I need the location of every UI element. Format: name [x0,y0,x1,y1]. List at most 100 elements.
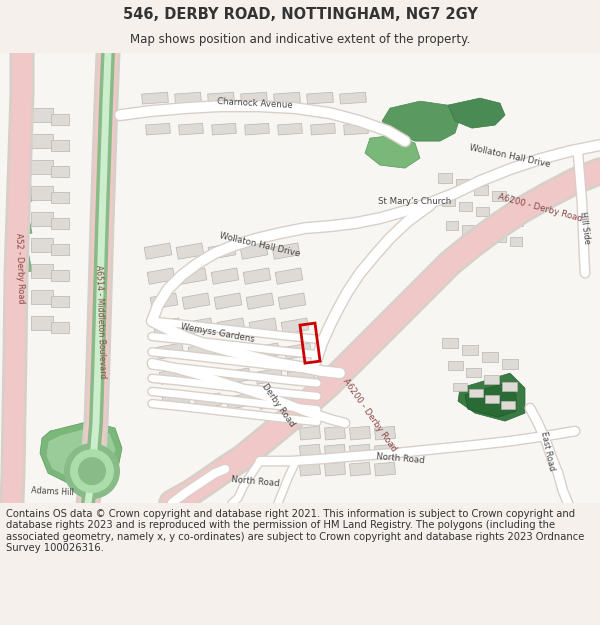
Polygon shape [278,293,306,309]
Polygon shape [31,160,53,174]
Polygon shape [493,212,505,221]
Polygon shape [350,426,370,440]
Polygon shape [246,293,274,309]
Polygon shape [258,393,286,409]
Polygon shape [179,268,207,284]
Polygon shape [284,343,312,359]
Polygon shape [208,243,236,259]
Polygon shape [51,139,69,151]
Polygon shape [462,224,474,234]
Polygon shape [485,395,499,403]
Polygon shape [150,293,178,309]
Polygon shape [144,243,172,259]
Polygon shape [31,186,53,200]
Polygon shape [274,92,301,104]
Polygon shape [492,191,506,201]
Polygon shape [272,243,300,259]
Polygon shape [188,343,216,359]
Polygon shape [469,389,483,397]
Polygon shape [501,401,515,409]
Text: Adams Hill: Adams Hill [31,486,74,497]
Polygon shape [223,368,251,384]
Polygon shape [456,179,470,189]
Polygon shape [31,264,53,278]
Text: A6514 - Middleton Boulevard: A6514 - Middleton Boulevard [94,264,106,378]
Polygon shape [502,359,518,369]
Polygon shape [51,192,69,202]
Polygon shape [153,318,181,334]
Polygon shape [220,343,248,359]
Polygon shape [214,293,242,309]
Polygon shape [278,123,302,135]
Polygon shape [51,166,69,177]
Polygon shape [509,217,523,226]
Polygon shape [162,393,190,409]
Text: A6200 - Derby Road: A6200 - Derby Road [341,377,398,453]
Polygon shape [243,268,271,284]
Polygon shape [51,244,69,254]
Polygon shape [182,293,210,309]
Polygon shape [448,361,463,369]
Polygon shape [211,268,239,284]
Polygon shape [31,212,53,226]
Polygon shape [241,92,268,104]
Polygon shape [290,393,318,409]
Polygon shape [142,92,169,104]
Polygon shape [325,444,346,458]
Polygon shape [494,232,506,242]
Polygon shape [51,217,69,229]
Polygon shape [299,462,320,476]
Polygon shape [442,197,455,206]
Polygon shape [453,383,467,391]
Polygon shape [31,108,53,122]
Polygon shape [344,123,368,135]
Polygon shape [510,197,524,207]
Polygon shape [458,373,525,421]
Polygon shape [484,374,499,384]
Polygon shape [146,123,170,135]
Polygon shape [8,181,32,203]
Polygon shape [226,393,254,409]
Text: St Mary's Church: St Mary's Church [379,197,452,206]
Polygon shape [325,462,346,476]
Polygon shape [0,53,600,503]
Polygon shape [8,213,32,235]
Text: Map shows position and indicative extent of the property.: Map shows position and indicative extent… [130,33,470,46]
Polygon shape [212,123,236,135]
Polygon shape [307,92,334,104]
Polygon shape [255,368,283,384]
Polygon shape [217,318,245,334]
Polygon shape [179,123,203,135]
Polygon shape [31,316,53,330]
Circle shape [70,449,114,493]
Polygon shape [466,368,481,377]
Text: Wollaton Hall Drive: Wollaton Hall Drive [469,143,551,169]
Polygon shape [245,123,269,135]
Polygon shape [350,462,370,476]
Polygon shape [446,221,458,229]
Polygon shape [159,368,187,384]
Polygon shape [51,296,69,307]
Polygon shape [502,382,517,391]
Polygon shape [474,185,488,195]
Text: Wemyss Gardens: Wemyss Gardens [181,322,256,344]
Polygon shape [458,202,472,211]
Polygon shape [462,345,478,355]
Polygon shape [31,238,53,252]
Polygon shape [40,421,122,485]
Text: North Road: North Road [376,451,425,465]
Polygon shape [191,368,219,384]
Text: Derby Road: Derby Road [260,382,296,428]
Polygon shape [299,444,320,458]
Text: 546, DERBY ROAD, NOTTINGHAM, NG7 2GY: 546, DERBY ROAD, NOTTINGHAM, NG7 2GY [122,8,478,22]
Text: North Road: North Road [230,474,280,488]
Polygon shape [374,444,395,458]
Polygon shape [482,352,498,362]
Polygon shape [249,318,277,334]
Text: Wollaton Hall Drive: Wollaton Hall Drive [219,231,301,259]
Polygon shape [365,135,420,168]
Polygon shape [176,243,204,259]
Polygon shape [374,462,395,476]
Polygon shape [478,229,490,238]
Polygon shape [510,237,522,246]
